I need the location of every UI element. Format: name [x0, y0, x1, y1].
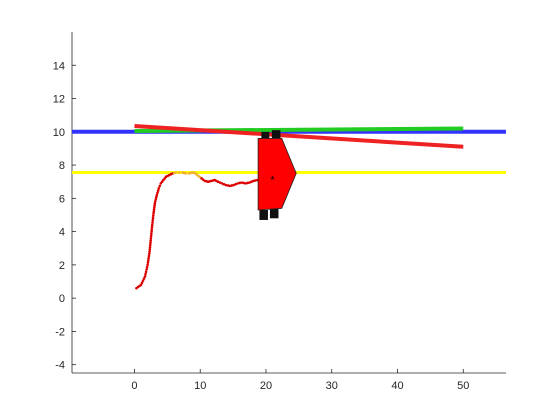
trajectory-point	[147, 254, 151, 258]
trajectory-point	[252, 179, 255, 183]
trajectory-point	[143, 275, 147, 278]
trajectory-point	[154, 199, 157, 203]
plot-axes: 0 10 20 30 40 50 -4 -2 0 2 4 6 8 10 12 14	[53, 32, 506, 392]
trajectory-point	[153, 202, 157, 205]
trajectory-point	[224, 183, 228, 187]
vehicle-body	[257, 138, 297, 211]
trajectory-point	[152, 210, 156, 213]
trajectory-point	[157, 187, 161, 190]
vehicle-wheel	[261, 131, 270, 141]
vehicle-wheel	[259, 209, 268, 220]
trajectory-point	[151, 218, 155, 222]
trajectory-point	[177, 171, 181, 174]
y-tick-label: -2	[55, 326, 65, 338]
trajectory-point	[149, 241, 152, 244]
trajectory-point	[220, 182, 224, 185]
plot-series	[72, 123, 506, 290]
trajectory-point	[144, 272, 147, 276]
x-tick-label: 40	[391, 380, 403, 392]
trajectory-point	[142, 277, 146, 280]
trajectory-point	[148, 250, 151, 253]
y-tick-label: 14	[53, 60, 65, 72]
trajectory-point	[156, 191, 159, 195]
trajectory-point	[174, 171, 178, 174]
trajectory-point	[222, 182, 226, 186]
trajectory-point	[149, 239, 152, 242]
trajectory-point	[149, 236, 153, 240]
y-tick-label: 12	[53, 94, 65, 106]
trajectory-point	[226, 184, 230, 187]
trajectory-point	[151, 216, 155, 220]
x-tick-label: 50	[457, 380, 469, 392]
trajectory-point	[150, 232, 153, 236]
trajectory-point	[153, 204, 156, 207]
y-tick-label: 0	[59, 293, 65, 305]
trajectory-point	[248, 181, 251, 184]
trajectory-point	[238, 181, 241, 185]
trajectory-point	[240, 181, 243, 184]
trajectory-point	[148, 245, 152, 249]
trajectory-point	[153, 206, 156, 209]
trajectory-point	[246, 181, 249, 185]
trajectory-point	[156, 189, 160, 192]
vehicle-wheel	[271, 130, 281, 139]
trajectory-point	[140, 281, 144, 285]
y-tick-label: -4	[55, 360, 65, 372]
trajectory-point	[152, 212, 155, 215]
trajectory-point	[150, 225, 154, 229]
vehicle-center-marker: *	[270, 174, 275, 186]
trajectory-point	[230, 184, 234, 187]
trajectory-point	[234, 182, 238, 186]
trajectory-point	[228, 184, 232, 188]
trajectory-point	[155, 193, 159, 197]
trajectory-point	[146, 263, 149, 267]
vehicle-wheel	[269, 208, 279, 219]
trajectory-point	[150, 228, 154, 231]
trajectory-point	[150, 223, 154, 227]
x-tick-label: 20	[260, 380, 272, 392]
trajectory-point	[145, 265, 149, 269]
trajectory-point	[216, 180, 220, 184]
red-line	[134, 123, 464, 149]
y-tick-label: 2	[59, 260, 65, 272]
trajectory-point	[149, 234, 153, 238]
trajectory-point	[146, 261, 150, 264]
trajectory-point	[152, 208, 156, 211]
trajectory-point	[254, 179, 257, 182]
trajectory-point	[232, 183, 236, 187]
y-tick-label: 10	[53, 127, 65, 139]
x-tick-label: 10	[194, 380, 206, 392]
trajectory-point	[147, 252, 151, 256]
trajectory-point	[141, 279, 145, 282]
trajectory-point	[244, 182, 247, 185]
trajectory-point	[145, 268, 148, 271]
trajectory-point	[148, 243, 152, 247]
y-tick-label: 8	[59, 160, 65, 172]
trajectory-point	[139, 283, 143, 287]
x-tick-label: 0	[131, 380, 137, 392]
trajectory-point	[148, 248, 152, 251]
y-tick-label: 4	[59, 227, 65, 239]
trajectory-point	[155, 195, 158, 199]
trajectory-point	[147, 256, 150, 260]
trajectory-point	[151, 214, 155, 217]
trajectory-point	[236, 182, 240, 185]
trajectory-point	[154, 197, 158, 201]
trajectory-point	[146, 259, 150, 262]
trajectory-point	[150, 230, 153, 233]
trajectory-point	[158, 184, 162, 188]
trajectory-point	[151, 221, 154, 224]
y-tick-label: 6	[59, 193, 65, 205]
trajectory-point	[144, 270, 148, 274]
trajectory-point	[218, 181, 222, 184]
trajectory-point	[250, 180, 253, 184]
trajectory-point	[184, 172, 188, 175]
trajectory-point	[242, 181, 245, 185]
x-tick-label: 30	[326, 380, 338, 392]
vehicle-marker: *	[257, 130, 297, 220]
